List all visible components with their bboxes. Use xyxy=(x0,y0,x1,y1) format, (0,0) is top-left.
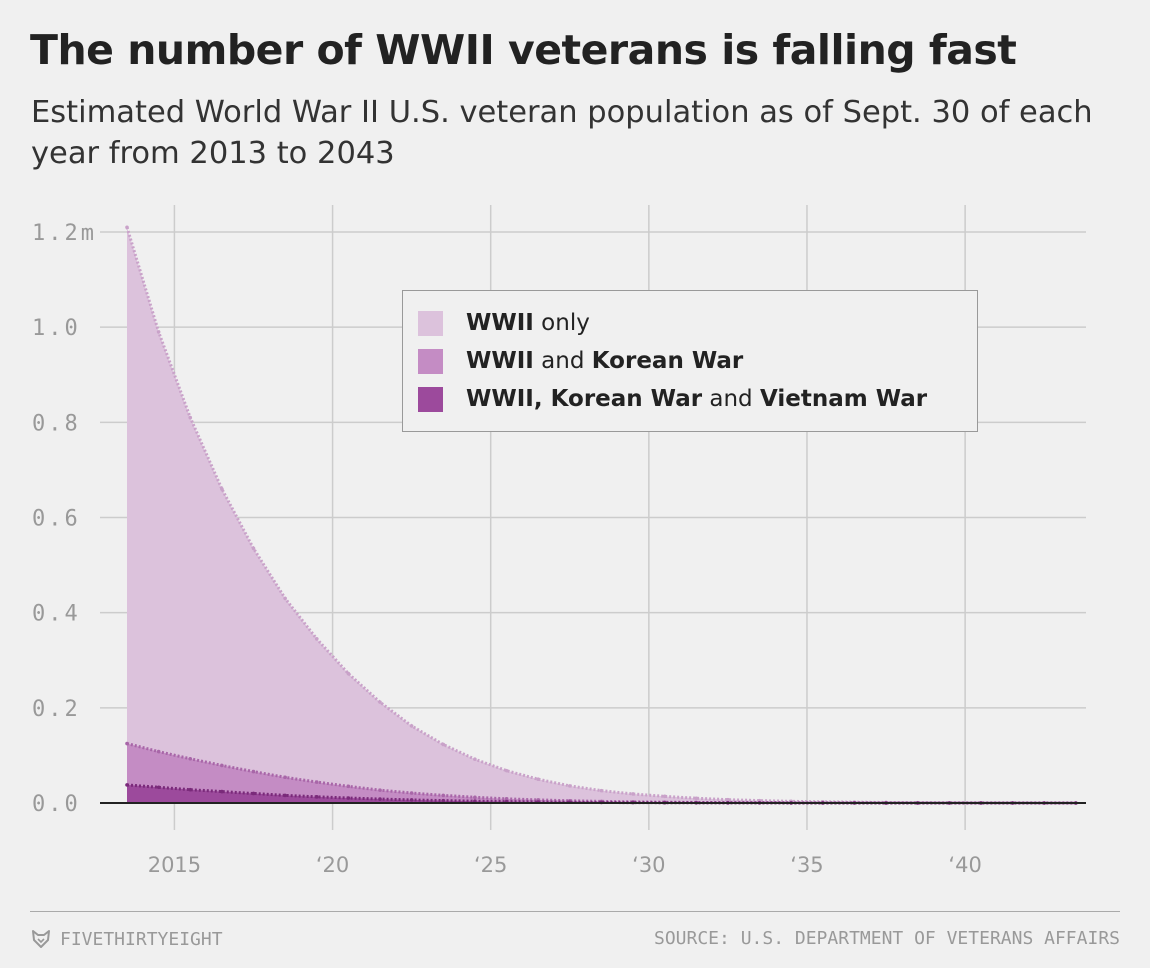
legend-label-part: WWII xyxy=(466,310,534,336)
data-point xyxy=(599,788,604,793)
x-tick-label: 2015 xyxy=(148,853,201,877)
data-point xyxy=(314,795,319,799)
data-point xyxy=(251,546,256,551)
legend-swatch xyxy=(418,310,443,336)
data-point xyxy=(283,775,287,780)
y-tick-label: 0.4 xyxy=(32,602,81,627)
data-point xyxy=(504,797,509,801)
data-point xyxy=(662,794,667,799)
x-tick-label: ‘20 xyxy=(316,853,349,877)
legend-item-wwii-korean: WWII and Korean War xyxy=(418,346,743,376)
data-point xyxy=(314,780,319,784)
data-point xyxy=(220,487,224,491)
data-point xyxy=(188,756,193,761)
chart-legend: WWII only WWII and Korean War WWII, Kore… xyxy=(402,290,978,432)
legend-label-part: WWII, Korean War xyxy=(466,386,703,412)
data-point xyxy=(283,596,287,601)
x-tick-label: ‘30 xyxy=(632,853,665,877)
data-point xyxy=(441,793,446,798)
data-point xyxy=(726,797,730,802)
legend-label: WWII and Korean War xyxy=(466,348,743,374)
y-tick-label: 0.6 xyxy=(32,507,81,532)
data-point xyxy=(251,769,256,774)
data-point xyxy=(156,330,161,334)
data-point xyxy=(409,724,414,728)
legend-item-wwii-only: WWII only xyxy=(418,308,590,338)
data-point xyxy=(220,763,224,768)
legend-label-part: and xyxy=(533,348,592,374)
data-point xyxy=(220,789,224,794)
legend-item-wwii-korean-vietnam: WWII, Korean War and Vietnam War xyxy=(418,384,927,414)
data-point xyxy=(251,791,256,796)
legend-label-part: Vietnam War xyxy=(759,386,928,412)
y-tick-label: 0.2 xyxy=(32,697,81,722)
footer-divider xyxy=(30,911,1120,912)
data-point xyxy=(473,795,477,800)
area-wwii-only xyxy=(127,227,1076,803)
legend-swatch xyxy=(418,386,443,412)
footer-brand: FIVETHIRTYEIGHT xyxy=(30,928,223,950)
legend-label-part: Korean War xyxy=(591,348,744,374)
data-point xyxy=(378,700,382,704)
data-point xyxy=(346,796,351,800)
data-point xyxy=(473,757,477,762)
data-point xyxy=(631,792,635,796)
data-point xyxy=(125,741,129,746)
data-point xyxy=(156,749,161,754)
legend-label: WWII, Korean War and Vietnam War xyxy=(466,386,927,412)
chart-axes: 0.0 0.2 0.4 0.6 0.8 1.0 1.2m 2015 ‘20 ‘25 ‘30 ‘35 ‘4… xyxy=(32,221,1086,877)
data-point xyxy=(441,742,446,747)
brand-name: FIVETHIRTYEIGHT xyxy=(60,928,223,950)
data-point xyxy=(409,798,414,802)
data-point xyxy=(188,415,193,420)
data-point xyxy=(125,783,129,787)
y-tick-label: 1.2m xyxy=(32,221,97,246)
area-wwii-korean-vietnam xyxy=(127,784,1076,803)
source-note: SOURCE: U.S. DEPARTMENT OF VETERANS AFFA… xyxy=(654,928,1120,949)
data-point xyxy=(694,796,699,801)
data-point xyxy=(378,788,382,792)
legend-label-part: only xyxy=(533,310,590,336)
data-point xyxy=(567,784,572,788)
data-point xyxy=(504,768,509,773)
y-tick-label: 0.0 xyxy=(32,792,81,817)
chart-title: The number of WWII veterans is falling f… xyxy=(30,26,1017,74)
data-point xyxy=(441,798,446,803)
chart-areas xyxy=(127,227,1076,803)
legend-label: WWII only xyxy=(466,310,590,336)
x-tick-label: ‘25 xyxy=(474,853,507,877)
x-tick-label: ‘35 xyxy=(790,853,823,877)
data-point xyxy=(346,784,351,789)
data-point xyxy=(536,777,540,782)
data-point xyxy=(125,225,129,230)
data-point xyxy=(283,793,287,798)
chart-subtitle: Estimated World War II U.S. veteran popu… xyxy=(31,95,1093,171)
legend-label-part: WWII xyxy=(466,348,534,374)
legend-label-part: and xyxy=(702,386,760,412)
legend-swatch xyxy=(418,348,443,374)
y-tick-label: 1.0 xyxy=(32,316,81,341)
x-tick-label: ‘40 xyxy=(948,853,981,877)
data-point xyxy=(346,671,351,676)
data-point xyxy=(378,797,382,801)
fivethirtyeight-fox-icon xyxy=(32,930,50,948)
data-point xyxy=(156,785,161,790)
y-tick-label: 0.8 xyxy=(32,411,81,436)
data-point xyxy=(314,637,319,641)
data-point xyxy=(188,787,193,792)
data-point xyxy=(409,791,414,795)
